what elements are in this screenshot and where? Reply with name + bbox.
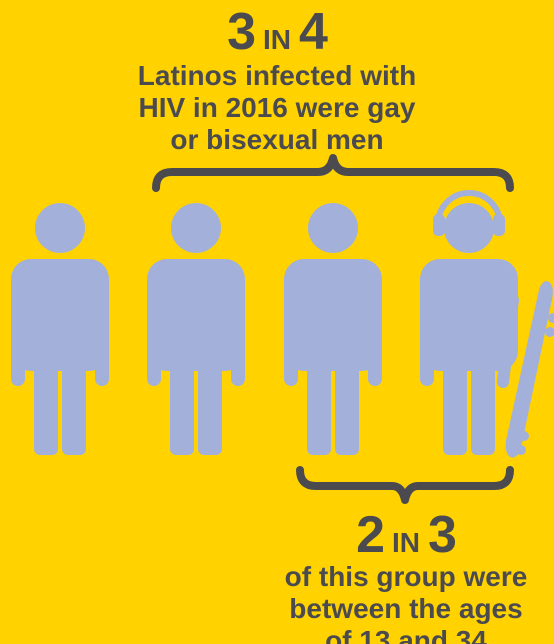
bottom-stat: 2 IN 3 of this group were between the ag… [258, 509, 554, 644]
top-description-line: or bisexual men [170, 124, 384, 155]
top-denominator: 4 [299, 3, 328, 61]
top-description: Latinos infected with HIV in 2016 were g… [112, 60, 442, 156]
person-icon [284, 203, 382, 455]
bottom-numerator: 2 [356, 506, 385, 564]
top-stat: 3 IN 4 Latinos infected with HIV in 2016… [112, 6, 442, 156]
top-numerator: 3 [227, 3, 256, 61]
person-with-headphones-and-skateboard-icon [420, 190, 554, 458]
bottom-description: of this group were between the ages of 1… [258, 561, 554, 644]
bottom-ratio: 2 IN 3 [258, 509, 554, 561]
skateboard-icon [505, 281, 553, 458]
top-description-line: Latinos infected with [137, 60, 417, 91]
bottom-denominator: 3 [428, 506, 457, 564]
bottom-joiner: IN [392, 527, 420, 558]
bottom-description-line: of this group were [284, 561, 528, 592]
top-brace [152, 154, 514, 192]
headphones-icon [435, 190, 503, 227]
bottom-brace [296, 466, 514, 504]
person-icon [147, 203, 245, 455]
top-ratio: 3 IN 4 [112, 6, 442, 58]
person-icon [11, 203, 109, 455]
bottom-description-line: of 13 and 34 [325, 625, 487, 644]
top-description-line: HIV in 2016 were gay [138, 92, 416, 123]
bottom-description-line: between the ages [289, 593, 523, 624]
top-joiner: IN [263, 24, 291, 55]
